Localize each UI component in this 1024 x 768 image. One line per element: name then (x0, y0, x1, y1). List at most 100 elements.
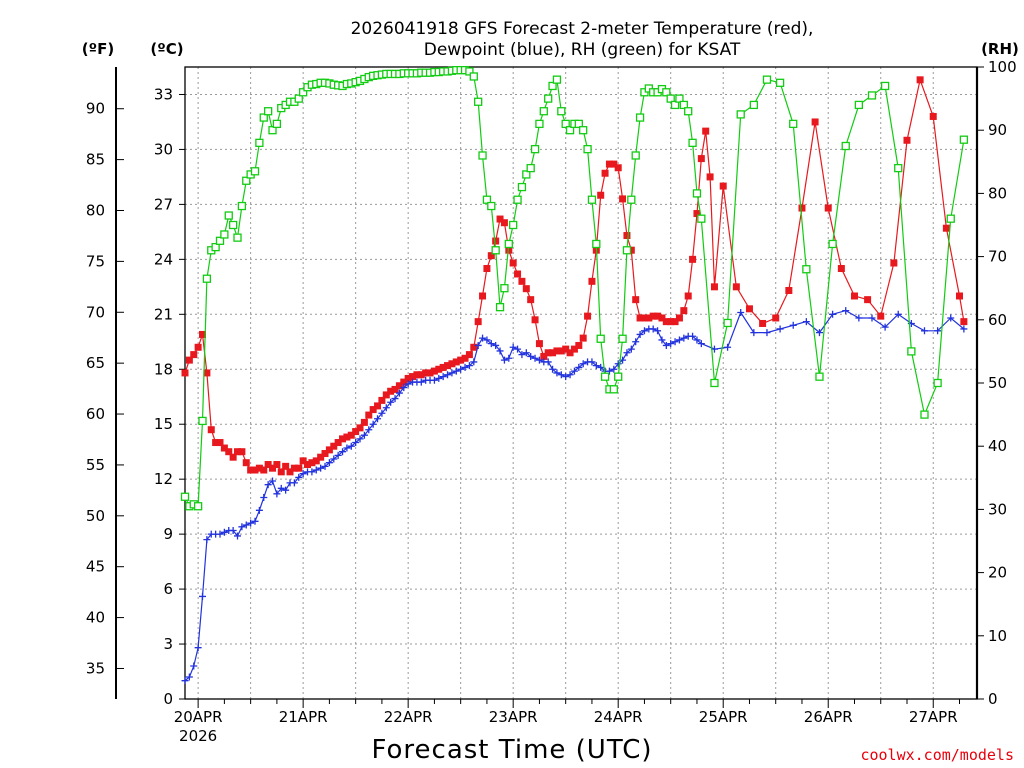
data-point (277, 484, 285, 492)
fahrenheit-tick-label: 55 (86, 456, 105, 474)
data-point (688, 138, 697, 147)
data-point (675, 314, 683, 322)
data-point (829, 310, 837, 318)
data-point (946, 214, 955, 223)
data-point (474, 318, 482, 326)
data-point (343, 444, 351, 452)
data-point (588, 358, 596, 366)
fahrenheit-tick-label: 75 (86, 252, 105, 270)
data-point (194, 644, 202, 652)
data-point (496, 347, 504, 355)
data-point (601, 169, 609, 177)
data-point (697, 340, 705, 348)
data-point (565, 126, 575, 135)
data-point (290, 479, 298, 487)
x-tick-label: 27APR (909, 708, 958, 726)
data-point (260, 466, 268, 474)
data-point (233, 233, 242, 242)
data-point (662, 341, 670, 349)
data-point (894, 163, 903, 173)
data-point (618, 334, 627, 343)
data-point (881, 323, 889, 331)
data-point (330, 455, 338, 463)
data-point (828, 239, 837, 249)
data-point (483, 265, 491, 273)
data-point (505, 354, 513, 362)
data-point (264, 461, 272, 469)
fahrenheit-unit-label: (ºF) (82, 40, 114, 58)
data-point (539, 107, 548, 116)
data-point (430, 376, 438, 384)
data-point (627, 195, 636, 204)
data-point (553, 347, 561, 355)
data-point (299, 457, 307, 465)
data-point (723, 318, 732, 328)
credit-link[interactable]: coolwx.com/models (860, 746, 1014, 764)
data-point (321, 462, 329, 470)
data-point (181, 369, 189, 377)
data-point (535, 356, 543, 364)
data-point (238, 523, 246, 531)
data-point (719, 182, 727, 190)
data-point (654, 327, 662, 335)
data-point (864, 296, 872, 304)
rh-tick-label: 60 (988, 311, 1007, 329)
data-point (242, 521, 250, 529)
x-tick-label: 26APR (804, 708, 853, 726)
data-point (815, 329, 823, 337)
data-point (627, 345, 635, 353)
data-point (842, 307, 850, 315)
data-point (242, 459, 250, 467)
chart-title-line2: Dewpoint (blue), RH (green) for KSAT (424, 40, 741, 60)
data-point (334, 439, 342, 447)
data-point (216, 439, 224, 447)
data-point (623, 349, 631, 357)
data-point (933, 378, 942, 388)
data-point (544, 358, 552, 366)
data-point (880, 81, 890, 91)
data-point (959, 135, 969, 144)
data-point (605, 160, 613, 168)
data-point (461, 354, 469, 362)
celsius-tick-label: 30 (154, 140, 173, 158)
data-point (736, 110, 745, 119)
fahrenheit-tick-label: 65 (86, 354, 105, 372)
data-point (215, 236, 225, 245)
data-point (636, 314, 644, 322)
data-point (667, 318, 675, 326)
data-point (360, 431, 368, 439)
data-point (775, 78, 785, 87)
data-point (430, 367, 438, 375)
data-point (220, 444, 228, 452)
data-point (487, 201, 496, 211)
data-point (491, 246, 500, 255)
data-point (417, 378, 425, 386)
data-point (635, 113, 645, 122)
data-point (557, 347, 565, 355)
data-point (614, 360, 622, 368)
data-point (229, 453, 237, 461)
series (180, 66, 969, 685)
data-point (360, 418, 368, 426)
data-point (710, 378, 719, 388)
data-point (934, 327, 942, 335)
data-point (251, 466, 259, 474)
data-point (548, 81, 557, 91)
data-point (610, 365, 618, 373)
celsius-unit-label: (ºC) (150, 40, 183, 58)
data-point (238, 448, 246, 456)
data-point (632, 296, 640, 304)
data-point (680, 307, 688, 315)
data-point (465, 351, 473, 359)
data-point (343, 433, 351, 441)
data-point (220, 528, 228, 536)
fahrenheit-tick-label: 60 (86, 405, 105, 423)
data-point (540, 352, 548, 360)
data-point (228, 220, 238, 230)
data-point (290, 464, 298, 472)
data-point (627, 246, 635, 254)
data-point (535, 340, 543, 348)
data-point (645, 314, 653, 322)
